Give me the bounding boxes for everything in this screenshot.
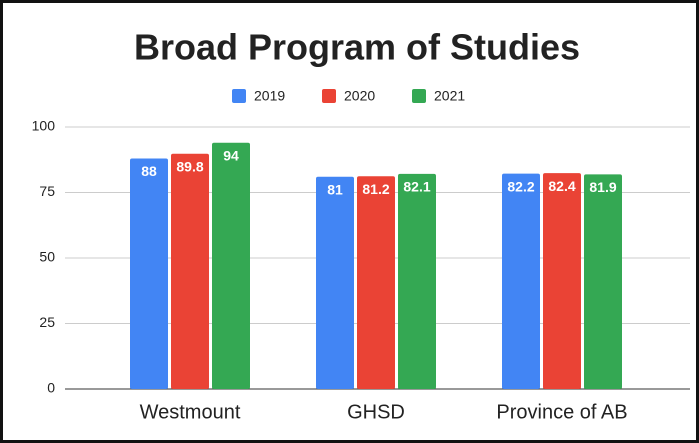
legend-label: 2021: [434, 88, 465, 104]
data-label: 94: [223, 147, 239, 163]
x-tick-label: Province of AB: [496, 401, 627, 423]
y-tick-label: 0: [47, 380, 55, 396]
legend-swatch: [232, 89, 246, 103]
data-label: 88: [141, 163, 157, 179]
x-tick-label: GHSD: [347, 401, 405, 423]
data-label: 81.2: [362, 181, 389, 197]
data-label: 81: [327, 181, 343, 197]
legend-swatch: [412, 89, 426, 103]
bar: [130, 158, 168, 389]
data-label: 82.1: [403, 179, 430, 195]
data-label: 82.4: [548, 178, 575, 194]
bar: [584, 174, 622, 389]
bar: [316, 176, 354, 389]
y-tick-label: 50: [39, 249, 55, 265]
legend-label: 2020: [344, 88, 375, 104]
bar: [357, 176, 395, 389]
y-tick-label: 75: [39, 183, 55, 199]
bar: [502, 173, 540, 389]
bar: [171, 153, 209, 389]
data-label: 81.9: [589, 179, 616, 195]
legend-swatch: [322, 89, 336, 103]
y-tick-label: 25: [39, 314, 55, 330]
data-label: 89.8: [176, 158, 203, 174]
bar: [398, 173, 436, 389]
data-label: 82.2: [507, 178, 534, 194]
x-tick-label: Westmount: [140, 401, 241, 423]
bar: [212, 142, 250, 389]
bar: [543, 173, 581, 389]
y-tick-label: 100: [32, 118, 56, 134]
legend-label: 2019: [254, 88, 285, 104]
chart-title: Broad Program of Studies: [134, 27, 580, 68]
